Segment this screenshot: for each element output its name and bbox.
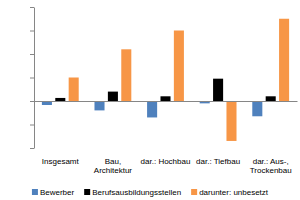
legend-item: darunter: unbesetzt [191,188,269,197]
bar [108,92,118,101]
y-tick-mark [30,78,34,79]
y-tick [30,54,34,55]
legend-item: Bewerber [32,188,75,197]
x-tick-label: dar.: Hochbau [141,157,191,166]
y-tick [30,125,34,126]
x-axis: Insgesamt Bau,Architektur dar.: Hochbau dar… [35,101,298,175]
x-tick-label: dar.: Tiefbau [196,157,240,166]
legend-swatch [191,189,197,195]
plot: Insgesamt Bau,Architektur dar.: Hochbau dar… [30,8,298,175]
y-tick-mark [30,148,34,149]
bar [147,101,157,117]
bar [160,96,170,101]
x-tick: dar.: Hochbau [141,101,191,166]
y-tick [30,78,34,79]
bar [55,98,65,101]
legend-label: darunter: unbesetzt [199,188,269,197]
y-tick [30,101,34,102]
bars [42,19,289,141]
y-tick-mark [30,125,34,126]
y-tick [30,148,34,149]
chart: Insgesamt Bau,Architektur dar.: Hochbau dar… [0,0,300,200]
bar [252,101,262,116]
bar [121,49,131,101]
bar [226,101,236,141]
x-tick-label: Bau,Architektur [94,157,133,175]
bar [94,101,104,110]
x-axis-line [35,101,298,102]
legend-label: Bewerber [40,188,75,197]
bar [279,19,289,101]
legend-swatch [32,189,38,195]
bar [174,31,184,102]
y-tick [30,31,34,32]
bar [69,78,79,102]
x-tick: Insgesamt [42,101,80,166]
legend-swatch [84,189,90,195]
y-tick-mark [30,7,34,8]
bar [213,79,223,101]
x-tick: Bau,Architektur [94,101,133,175]
legend: Bewerber Berufsausbildungsstellen darunter… [32,188,269,197]
y-tick [30,7,34,8]
x-tick-label: dar.: Aus-,Trockenbau [250,157,292,175]
legend-item: Berufsausbildungsstellen [84,188,181,197]
bar [266,96,276,101]
y-axis-line [34,8,35,149]
legend-label: Berufsausbildungsstellen [92,188,181,197]
y-axis [30,8,35,149]
y-tick-mark [30,101,34,102]
y-tick-mark [30,31,34,32]
x-tick: dar.: Aus-,Trockenbau [250,101,292,175]
x-tick: dar.: Tiefbau [196,101,240,166]
y-tick-mark [30,54,34,55]
x-tick-label: Insgesamt [42,157,80,166]
